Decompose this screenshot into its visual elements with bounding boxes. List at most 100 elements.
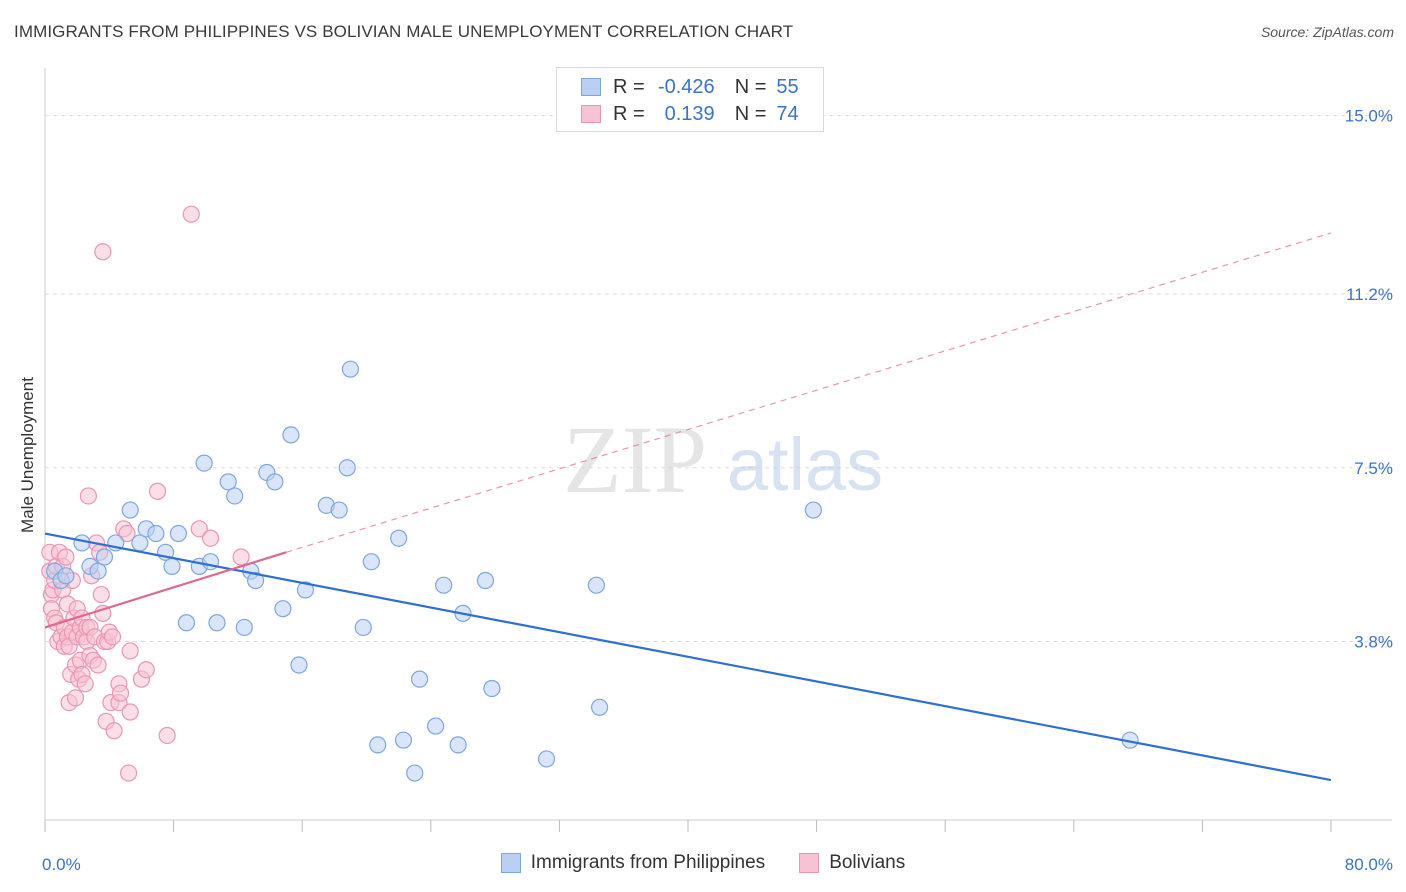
bolivians-point [89,656,107,674]
source-label: Source: ZipAtlas.com [1260,24,1394,40]
philippines-point [427,717,445,735]
bolivians-point [121,642,139,660]
philippines-point [226,487,244,505]
y-axis-label: Male Unemployment [18,377,37,533]
philippines-point [89,562,107,580]
trend-lines [44,232,1332,782]
philippines-point [483,679,501,698]
r-label: R = [613,102,645,125]
correlation-legend: R = -0.426 N = 55 R = 0.139 N = 74 [556,67,824,132]
philippines-point [390,529,408,547]
philippines-point [246,571,265,590]
philippines-point [369,736,387,754]
bolivians-point [76,675,94,693]
pink-swatch [799,853,820,873]
r-label: R = [613,75,645,98]
philippines-point [394,731,413,749]
philippines-point [163,557,181,576]
blue-swatch [581,78,601,96]
y-tick-label: 15.0% [1345,107,1393,126]
bolivians-point [92,585,110,604]
philippines-point [177,614,196,632]
pink-swatch [581,105,601,123]
bolivians-point [111,684,130,702]
philippines-point [330,501,348,519]
legend-label: Immigrants from Philippines [530,852,766,873]
n-label: N = [734,102,767,125]
bolivians-points [41,205,250,782]
philippines-point [73,534,91,552]
philippines-point [274,600,292,618]
philippines-point [354,618,372,637]
bolivians-point [94,243,112,261]
bolivians-point [94,604,112,622]
bolivians-point [121,703,139,721]
philippines-point [590,698,609,716]
bolivians-point [57,548,75,566]
bolivians-point [118,524,136,543]
bolivians-point [201,529,220,547]
philippines-point [296,581,315,599]
philippines-point [804,501,822,519]
philippines-point [219,473,237,491]
philippines-point [362,553,380,571]
legend-label: Bolivians [829,852,906,873]
bolivians-point [190,520,208,538]
philippines-points [46,360,1139,782]
philippines-point [282,426,300,444]
bolivians-point [119,764,138,782]
bolivians-point [137,661,155,679]
legend-row-bolivians: R = 0.139 N = 74 [581,101,799,127]
philippines-point [476,571,495,590]
legend-row-philippines: R = -0.426 N = 55 [581,74,799,100]
philippines-point [406,764,424,782]
x-tick-label-max: 80.0% [1345,855,1393,874]
axes [44,68,1392,832]
philippines-point [169,524,188,543]
bolivians-point [232,548,250,566]
philippines-point [208,614,226,632]
philippines-point [341,360,360,378]
r-value: -0.426 [657,75,715,98]
philippines-point [449,736,467,754]
bolivians-point [148,482,167,500]
philippines-point [235,618,253,637]
bolivians-trend-line [44,551,287,629]
philippines-point [266,473,284,491]
watermark: ZIP atlas [563,406,883,513]
r-value: 0.139 [664,102,715,125]
y-tick-label: 7.5% [1354,459,1393,478]
philippines-point [338,459,356,477]
philippines-point [410,670,429,688]
legend-item-philippines: Immigrants from Philippines [500,852,766,874]
bolivians-point [66,689,85,707]
philippines-point [121,501,139,519]
n-label: N = [734,75,767,98]
bolivians-point [158,726,176,745]
philippines-point [537,750,556,768]
blue-swatch [500,853,521,873]
y-tick-label: 11.2% [1346,285,1393,304]
watermark-atlas: atlas [727,423,883,506]
philippines-point [435,576,453,594]
tick-labels: 3.8% 7.5% 11.2% 15.0% 0.0% 80.0% [42,107,1393,874]
philippines-point [195,454,213,472]
bolivians-point [103,628,122,646]
x-tick-label-min: 0.0% [42,855,81,874]
watermark-zip: ZIP [563,406,707,513]
philippines-point [95,548,114,566]
bolivians-point [182,205,200,223]
n-value: 74 [776,102,799,125]
bolivians-point [79,487,98,505]
y-tick-label: 3.8% [1354,633,1393,652]
philippines-point [290,656,308,674]
chart-title: IMMIGRANTS FROM PHILIPPINES VS BOLIVIAN … [14,22,794,41]
philippines-point [147,524,165,543]
philippines-point [57,567,75,585]
series-legend: Immigrants from Philippines Bolivians [0,852,1406,874]
legend-item-bolivians: Bolivians [799,852,905,874]
philippines-point [587,576,605,594]
bolivians-point [105,722,123,740]
philippines-trend-line [44,532,1332,782]
